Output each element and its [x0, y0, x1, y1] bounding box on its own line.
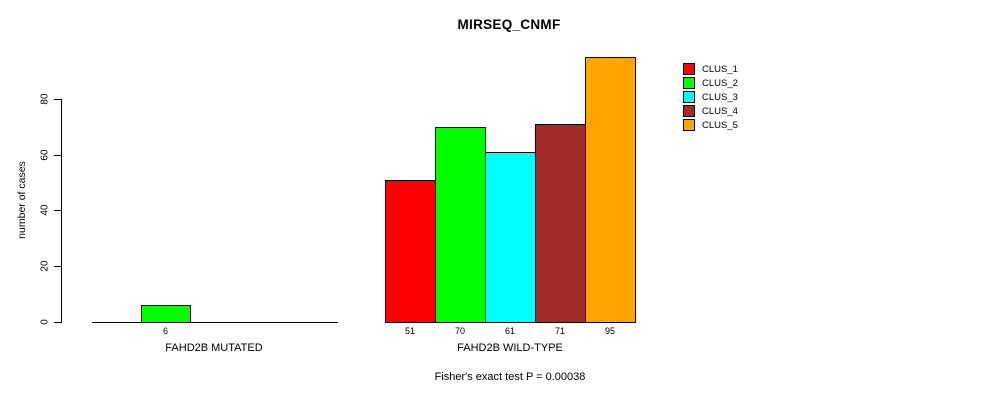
y-axis-tick — [54, 322, 62, 323]
legend-item-clus_4: CLUS_4 — [683, 105, 763, 118]
legend-item-clus_2: CLUS_2 — [683, 77, 763, 90]
y-axis-tick — [54, 155, 62, 156]
y-axis-tick — [54, 210, 62, 211]
bar-clus_3-wildtype — [485, 152, 536, 323]
legend-label: CLUS_4 — [702, 106, 738, 117]
legend-swatch-clus_3 — [683, 91, 695, 103]
y-axis-tick-label: 0 — [39, 319, 51, 325]
legend-item-clus_1: CLUS_1 — [683, 63, 763, 76]
y-axis-tick-label: 40 — [39, 204, 51, 216]
y-axis-label: number of cases — [16, 161, 28, 239]
group-label-mutated: FAHD2B MUTATED — [165, 342, 263, 354]
y-axis-tick — [54, 99, 62, 100]
y-axis-tick-label: 20 — [39, 260, 51, 272]
legend-label: CLUS_5 — [702, 120, 738, 131]
group-label-wildtype: FAHD2B WILD-TYPE — [457, 342, 563, 354]
bar-clus_2-wildtype — [435, 127, 486, 323]
bar-value-label: 71 — [554, 326, 565, 336]
bar-value-label: 70 — [454, 326, 465, 336]
y-axis-tick — [54, 266, 62, 267]
legend-label: CLUS_1 — [702, 64, 738, 75]
legend-swatch-clus_5 — [683, 119, 695, 131]
legend-swatch-clus_4 — [683, 105, 695, 117]
bar-clus_5-wildtype — [585, 57, 636, 323]
bar-clus_2-mutated — [141, 305, 191, 323]
chart-title: MIRSEQ_CNMF — [457, 17, 561, 32]
legend-item-clus_3: CLUS_3 — [683, 91, 763, 104]
x-axis-baseline — [92, 322, 338, 323]
y-axis-tick-label: 80 — [39, 93, 51, 105]
legend-swatch-clus_2 — [683, 77, 695, 89]
fisher-test-annotation: Fisher's exact test P = 0.00038 — [434, 371, 586, 383]
legend-swatch-clus_1 — [683, 63, 695, 75]
bar-value-label: 6 — [162, 326, 168, 336]
bar-value-label: 95 — [604, 326, 615, 336]
y-axis-tick-label: 60 — [39, 149, 51, 161]
bar-value-label: 61 — [504, 326, 515, 336]
y-axis-line — [61, 99, 62, 323]
bar-clus_4-wildtype — [535, 124, 586, 323]
legend-label: CLUS_2 — [702, 78, 738, 89]
bar-clus_1-wildtype — [385, 180, 436, 323]
bar-value-label: 51 — [404, 326, 415, 336]
legend-label: CLUS_3 — [702, 92, 738, 103]
legend-item-clus_5: CLUS_5 — [683, 119, 763, 132]
